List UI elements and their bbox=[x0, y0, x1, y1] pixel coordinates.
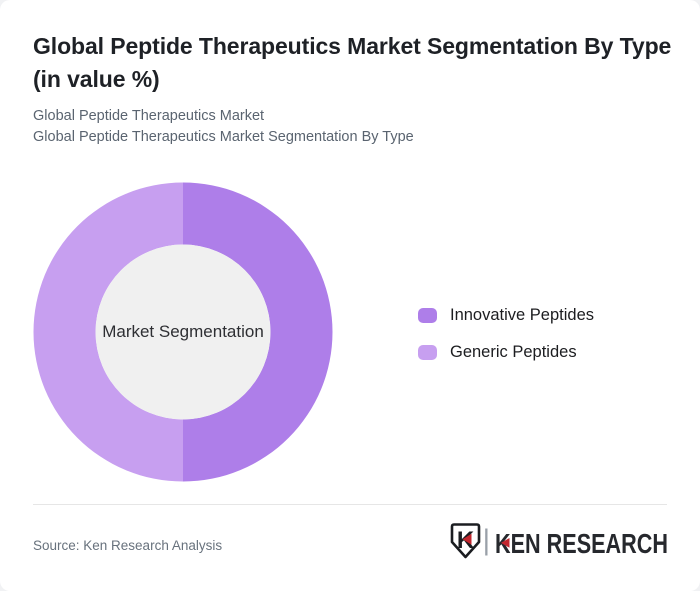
footer-divider bbox=[33, 504, 667, 505]
donut-hole bbox=[95, 244, 271, 420]
ken-research-shield-icon: K bbox=[450, 523, 481, 559]
shield-red-triangle-icon bbox=[462, 533, 472, 545]
legend-swatch-innovative bbox=[418, 308, 437, 323]
ken-research-logo: K KEN RESEARCH bbox=[450, 523, 668, 559]
wordmark-red-triangle-icon bbox=[501, 538, 510, 548]
ken-research-wordmark: KEN RESEARCH bbox=[495, 528, 668, 559]
subtitle-line-1: Global Peptide Therapeutics Market bbox=[33, 108, 265, 124]
logo-separator bbox=[485, 528, 488, 556]
donut-chart-svg bbox=[33, 182, 333, 482]
subtitle-line-2: Global Peptide Therapeutics Market Segme… bbox=[33, 129, 414, 145]
donut-slice-generic-peptides[interactable] bbox=[33, 182, 184, 482]
legend-item-generic-peptides[interactable]: Generic Peptides bbox=[418, 343, 594, 362]
legend-label-generic: Generic Peptides bbox=[450, 343, 577, 361]
chart-subtitles: Global Peptide Therapeutics Market Globa… bbox=[33, 106, 414, 148]
page-title: Global Peptide Therapeutics Market Segme… bbox=[33, 33, 672, 92]
legend-item-innovative-peptides[interactable]: Innovative Peptides bbox=[418, 306, 594, 325]
chart-legend: Innovative Peptides Generic Peptides bbox=[418, 306, 594, 362]
legend-label-innovative: Innovative Peptides bbox=[450, 306, 595, 324]
donut-chart: Market Segmentation bbox=[33, 182, 333, 482]
source-text: Source: Ken Research Analysis bbox=[33, 538, 223, 553]
legend-swatch-generic bbox=[418, 345, 437, 360]
